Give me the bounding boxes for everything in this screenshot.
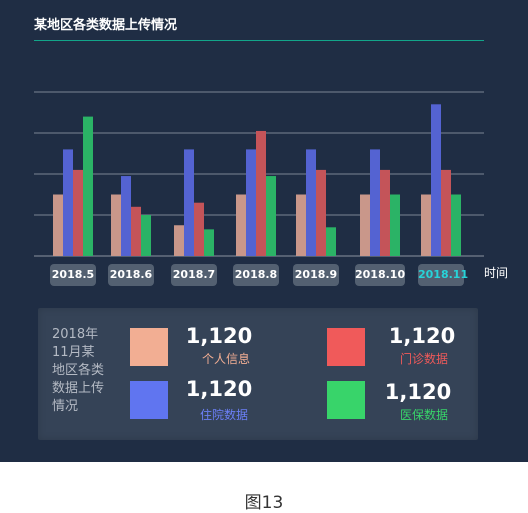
inpatient-swatch [130,381,168,419]
bar-2018.5-series-3[interactable] [73,169,83,256]
bar-2018.5-series-2[interactable] [63,149,73,256]
bar-2018.8-series-4[interactable] [266,176,276,256]
bar-2018.8-series-2[interactable] [246,149,256,256]
bar-2018.9-series-1[interactable] [296,194,306,257]
title-divider [34,40,484,41]
bar-2018.11-series-2[interactable] [431,104,441,256]
bar-2018.10-series-3[interactable] [380,169,390,256]
x-tick-2018.10[interactable]: 2018.10 [355,264,405,286]
bar-2018.8-series-3[interactable] [256,130,266,256]
bar-2018.6-series-2[interactable] [121,176,131,256]
personal-info-swatch [130,328,168,366]
x-tick-2018.7[interactable]: 2018.7 [171,264,217,286]
bar-2018.7-series-4[interactable] [204,229,214,256]
bar-2018.9-series-2[interactable] [306,149,316,256]
outpatient-value: 1,120 [388,324,456,348]
summary-card: 2018年11月某地区各类数据上传情况 1,120 个人信息 1,120 门诊数… [38,308,478,440]
x-tick-2018.6[interactable]: 2018.6 [108,264,154,286]
outpatient-swatch [327,328,365,366]
bar-2018.7-series-3[interactable] [194,202,204,256]
x-tick-2018.5[interactable]: 2018.5 [50,264,96,286]
x-axis-unit: 时间 [484,266,509,280]
summary-label: 2018年11月某地区各类数据上传情况 [52,327,105,414]
bar-2018.6-series-4[interactable] [141,215,151,256]
insurance-value: 1,120 [384,380,452,404]
bar-2018.9-series-4[interactable] [326,227,336,256]
personal-info-value: 1,120 [185,324,253,348]
chart-title: 某地区各类数据上传情况 [34,18,178,33]
bar-2018.7-series-2[interactable] [184,149,194,256]
bar-2018.10-series-1[interactable] [360,194,370,257]
insurance-swatch [327,381,365,419]
personal-info-name: 个人信息 [201,352,250,366]
x-tick-2018.9[interactable]: 2018.9 [293,264,339,286]
bar-2018.11-series-4[interactable] [451,194,461,257]
insurance-name: 医保数据 [399,408,448,422]
bar-2018.11-series-1[interactable] [421,194,431,257]
bar-2018.8-series-1[interactable] [236,194,246,257]
bar-2018.10-series-2[interactable] [370,149,380,256]
bar-2018.7-series-1[interactable] [174,225,184,256]
dashboard-panel: 某地区各类数据上传情况 2018.5 2018.6 2018.7 2018.8 2018… [0,0,528,462]
bar-chart [34,91,484,257]
bar-2018.9-series-3[interactable] [316,169,326,256]
figure-caption: 图13 [244,493,284,513]
bar-2018.5-series-1[interactable] [53,194,63,257]
inpatient-value: 1,120 [185,377,253,401]
bar-2018.5-series-4[interactable] [83,116,93,256]
bar-2018.10-series-4[interactable] [390,194,400,257]
x-tick-2018.11[interactable]: 2018.11 [418,264,468,286]
inpatient-name: 住院数据 [199,408,248,422]
bar-2018.11-series-3[interactable] [441,169,451,256]
bar-2018.6-series-3[interactable] [131,206,141,256]
x-tick-2018.8[interactable]: 2018.8 [233,264,279,286]
outpatient-name: 门诊数据 [399,352,448,366]
bar-2018.6-series-1[interactable] [111,194,121,257]
